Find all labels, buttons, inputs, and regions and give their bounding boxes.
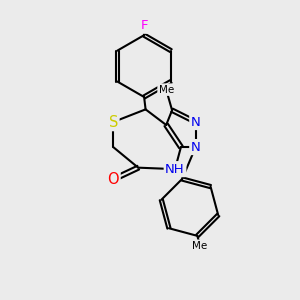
Text: O: O [107, 172, 119, 187]
Text: Me: Me [159, 85, 174, 94]
Text: NH: NH [165, 163, 185, 176]
Text: F: F [140, 19, 148, 32]
Text: S: S [109, 115, 118, 130]
Text: Me: Me [192, 241, 208, 251]
Text: N: N [191, 116, 200, 128]
Text: N: N [191, 141, 200, 154]
